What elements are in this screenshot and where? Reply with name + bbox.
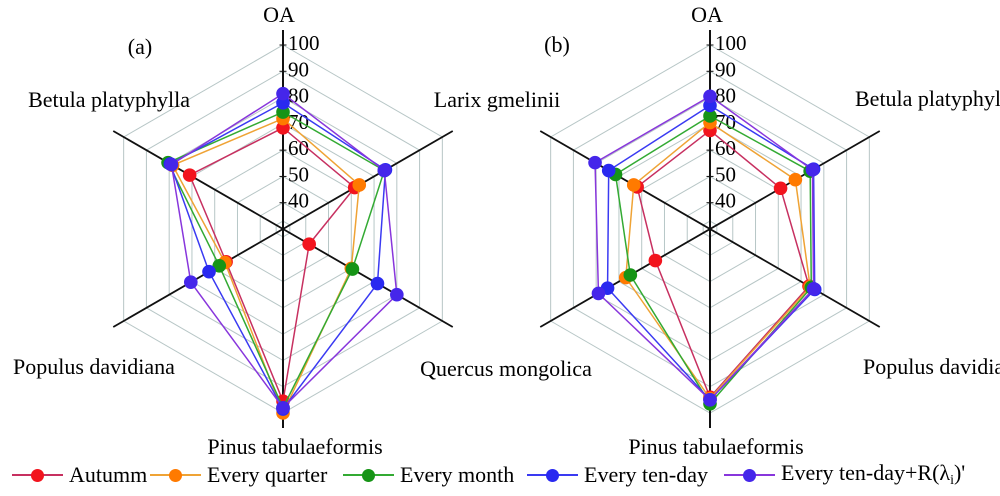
legend-label: Autumm <box>69 462 148 487</box>
data-point <box>601 163 616 178</box>
legend-label: Every quarter <box>207 462 328 487</box>
legend-line <box>527 468 578 482</box>
tick-label: 90 <box>288 57 309 81</box>
data-point <box>276 400 290 415</box>
legend-marker <box>743 468 756 482</box>
tick-label: 40 <box>288 189 309 213</box>
legend-item-every-quarter: Every quarter <box>150 454 327 496</box>
axis-label: Betula platyphylla <box>855 86 1000 111</box>
legend-marker <box>546 468 559 482</box>
legend-item-every-month: Every month <box>343 454 514 496</box>
legend-line <box>150 468 201 482</box>
axis-label: OA <box>691 2 723 27</box>
axis-label: Quercus mongolica <box>420 356 592 381</box>
data-point <box>345 262 360 276</box>
tick-label: 60 <box>288 136 309 160</box>
data-point <box>773 181 788 196</box>
data-point <box>703 89 717 104</box>
tick-label: 50 <box>715 162 736 186</box>
panel-label: (b) <box>544 32 570 57</box>
tick-label: 50 <box>288 162 309 186</box>
data-point <box>805 163 820 177</box>
data-point <box>788 172 803 187</box>
tick-label: 90 <box>715 57 736 81</box>
axis-label: Pinus tabulaeformis <box>207 434 382 456</box>
tick-label: 100 <box>715 31 747 55</box>
data-point <box>352 178 367 192</box>
legend: Autumm Every quarter Every month Every ten-… <box>0 454 1000 496</box>
data-point <box>591 286 606 301</box>
data-point <box>202 264 216 279</box>
axis-label: Betula platyphylla <box>28 87 190 112</box>
data-point <box>164 157 179 172</box>
series-every-ten-day-r <box>164 86 404 415</box>
axis-label: Populus davidiana <box>13 354 175 379</box>
series-line <box>614 115 813 406</box>
series-every-ten-day <box>600 98 822 407</box>
data-point <box>212 259 227 273</box>
legend-line <box>343 468 394 482</box>
data-point <box>370 276 385 291</box>
legend-item-every-ten-day: Every ten-day <box>527 454 708 496</box>
legend-item-autumm: Autumm <box>12 454 147 496</box>
data-point <box>377 163 392 178</box>
legend-item-every-ten-day-r: Every ten-day+R(λi)' <box>724 454 965 496</box>
data-point <box>626 178 641 192</box>
series-line <box>170 92 398 409</box>
series-every-quarter <box>165 111 367 420</box>
tick-label: 80 <box>288 84 309 108</box>
data-point <box>302 237 316 251</box>
tick-label: 80 <box>715 84 736 108</box>
data-point <box>806 282 821 296</box>
data-point <box>276 86 290 101</box>
legend-marker <box>362 468 375 482</box>
axis-label: Larix gmelinii <box>434 87 560 112</box>
data-point <box>648 253 663 268</box>
legend-line <box>724 468 775 482</box>
data-point <box>588 155 602 170</box>
legend-label: Every ten-day+R(λi)' <box>781 460 966 488</box>
figure-labels: OA OA Larix gmelinii Betula platyphylla Quer… <box>13 2 1000 456</box>
series-every-ten-day-r <box>588 89 821 407</box>
data-point <box>623 268 638 282</box>
tick-label: 60 <box>715 136 736 160</box>
tick-label: 40 <box>715 189 736 213</box>
tick-label: 100 <box>288 31 320 55</box>
data-point <box>184 275 198 290</box>
series-every-ten-day <box>163 96 393 416</box>
data-point <box>390 287 404 302</box>
legend-marker <box>169 468 182 482</box>
legend-label: Every ten-day <box>584 462 708 487</box>
data-point <box>703 109 717 123</box>
legend-label: Every month <box>400 462 515 487</box>
series-every-month <box>608 109 819 411</box>
legend-marker <box>31 468 44 482</box>
axis-label: OA <box>263 2 295 27</box>
panel-label: (a) <box>128 34 152 59</box>
legend-line <box>12 468 63 482</box>
data-point <box>182 168 197 182</box>
axis-label: Pinus tabulaeformis <box>628 434 803 456</box>
data-point <box>703 393 717 407</box>
axis-label: Populus davidiana <box>863 354 1000 379</box>
